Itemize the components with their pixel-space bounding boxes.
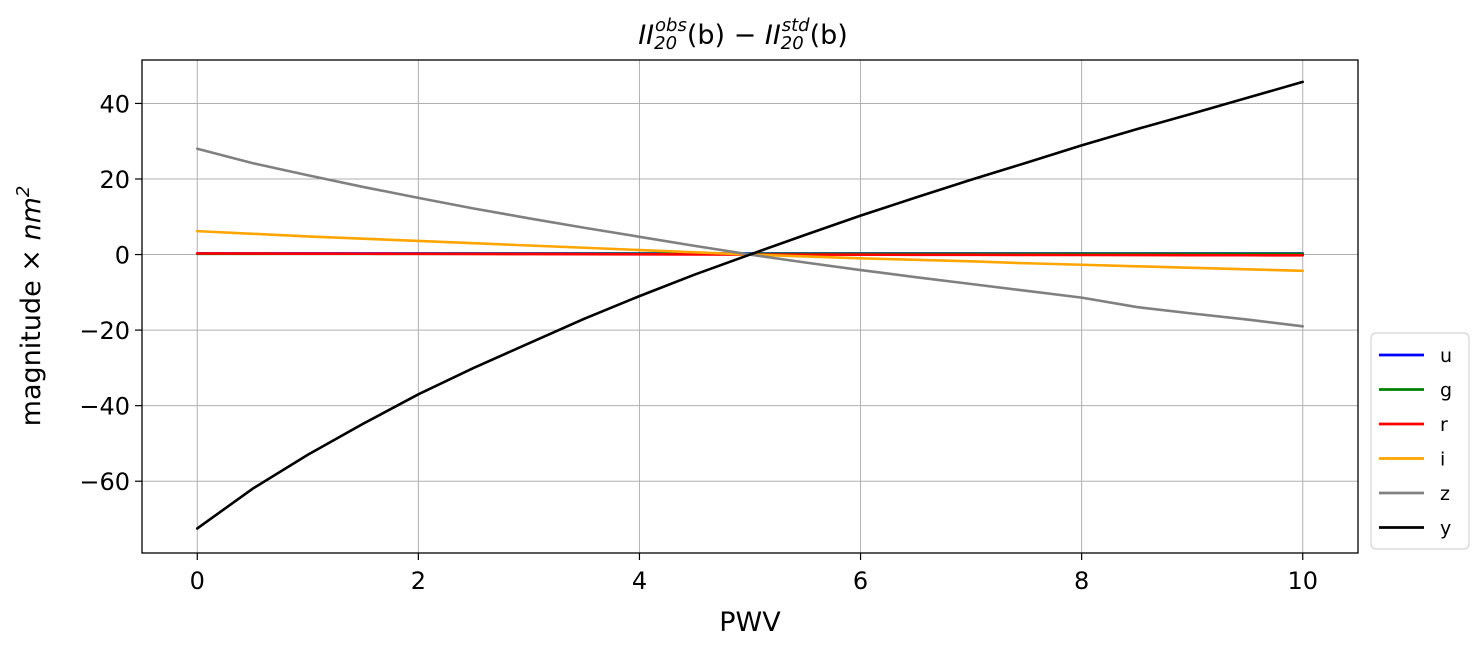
x-tick-label-3: 6 [853, 567, 868, 595]
y-tick-label-4: 20 [99, 166, 130, 194]
series-lines [195, 80, 1305, 530]
x-tick-label-4: 8 [1074, 567, 1089, 595]
y-tick-label-1: −40 [79, 393, 130, 421]
y-axis-label: magnitude × nm2 [13, 186, 47, 427]
x-tick-label-0: 0 [190, 567, 205, 595]
horizontal-gridlines [142, 102, 1358, 482]
x-axis-ticks: 0 2 4 6 8 10 [190, 553, 1318, 595]
x-tick-label-1: 2 [411, 567, 426, 595]
y-tick-label-3: 0 [115, 242, 130, 270]
legend-label-g: g [1440, 380, 1452, 402]
legend-label-u: u [1440, 345, 1452, 367]
series-line-i [195, 229, 1305, 273]
x-axis-label: PWV [719, 607, 781, 638]
legend-label-i: i [1440, 449, 1445, 471]
y-tick-label-5: 40 [99, 90, 130, 118]
x-tick-label-5: 10 [1287, 567, 1318, 595]
plot-frame [141, 59, 1359, 554]
y-tick-label-2: −20 [79, 317, 130, 345]
y-tick-label-0: −60 [79, 468, 130, 496]
vertical-gridlines [196, 60, 1304, 553]
series-line-y [195, 80, 1305, 530]
plot-area [141, 59, 1359, 554]
legend-label-r: r [1440, 414, 1448, 436]
y-axis-ticks: −60 −40 −20 0 20 40 [79, 90, 142, 496]
chart-title: II20obs(b) − II20std(b) [638, 15, 848, 55]
legend-label-z: z [1440, 483, 1450, 505]
legend-label-y: y [1440, 518, 1451, 540]
legend-box [1370, 332, 1470, 550]
x-tick-label-2: 4 [632, 567, 647, 595]
